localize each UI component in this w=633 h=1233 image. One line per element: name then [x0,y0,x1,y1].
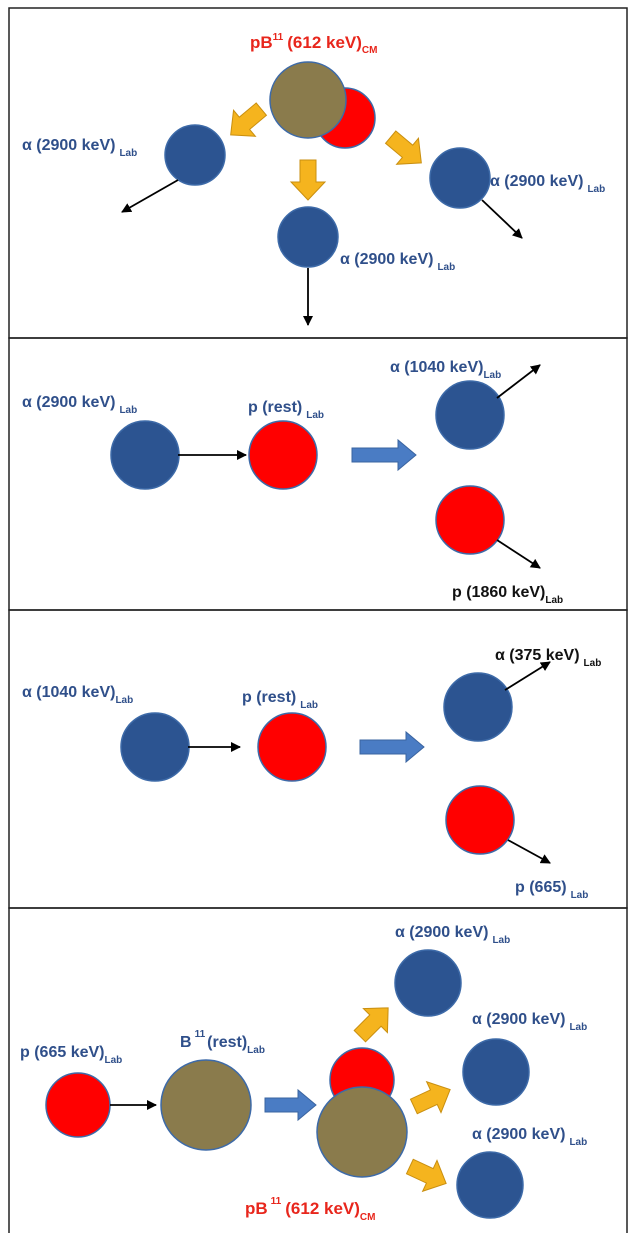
block-arrow [264,1088,317,1122]
label-text: α (2900 keV) [472,1126,565,1143]
label-sup: 11 [195,1029,206,1040]
label-sub: CM [362,45,378,56]
label: pB11(612 keV)CM [250,32,377,56]
label-text: α (375 keV) [495,647,580,664]
alpha [462,1038,530,1106]
yellow-arrow [406,1073,458,1123]
label-text: pB [250,33,273,52]
label: α (1040 keV)Lab [22,684,133,706]
panel [8,907,628,1233]
label-text: α (2900 keV) [472,1011,565,1028]
label-sub: Lab [306,410,324,421]
label: α (2900 keV) Lab [340,251,455,273]
label-text: α (2900 keV) [340,251,433,268]
label: α (2900 keV) Lab [472,1011,587,1033]
alpha [110,420,180,490]
label-sub: Lab [119,148,137,159]
alpha [394,949,462,1017]
block-arrow [359,730,425,764]
alpha [429,147,491,209]
label-sub: Lab [300,700,318,711]
label-sub: Lab [437,262,455,273]
label-text: p (rest) [242,689,296,706]
label-text: p (665) [515,879,567,896]
arrow [496,539,541,569]
boron-nucleus [160,1059,252,1151]
label-sup: 11 [271,1196,282,1207]
label: α (2900 keV) Lab [490,173,605,195]
alpha [443,672,513,742]
yellow-arrow [290,159,326,201]
label: α (375 keV) Lab [495,647,601,669]
label-text: p (665 keV) [20,1044,104,1061]
label: α (1040 keV)Lab [390,359,501,381]
label-text: B [180,1034,192,1051]
label-text: α (2900 keV) [490,173,583,190]
label-sub: Lab [545,595,563,606]
label: p (665) Lab [515,879,588,901]
label-text: (612 keV) [285,1199,360,1218]
alpha [164,124,226,186]
label-text: α (1040 keV) [22,684,115,701]
label-text: α (2900 keV) [22,394,115,411]
proton [445,785,515,855]
label-sub: Lab [587,184,605,195]
label-text: α (1040 keV) [390,359,483,376]
label: α (2900 keV) Lab [472,1126,587,1148]
label: p (rest) Lab [242,689,318,711]
label: p (rest) Lab [248,399,324,421]
proton [45,1072,111,1138]
alpha [435,380,505,450]
block-arrow [351,438,417,472]
arrow [507,839,551,864]
label-sub: Lab [119,405,137,416]
alpha [120,712,190,782]
panel [8,337,628,611]
label-text: (rest) [207,1034,247,1051]
arrow [504,661,551,691]
boron-nucleus [269,61,347,139]
label: p (665 keV)Lab [20,1044,122,1066]
label-text: α (2900 keV) [395,924,488,941]
boron-nucleus [316,1086,408,1178]
label-sub: Lab [492,935,510,946]
label-text: p (rest) [248,399,302,416]
label: p (1860 keV)Lab [452,584,563,606]
label: B 11 (rest)Lab [180,1029,265,1056]
label-sub: Lab [247,1045,265,1056]
yellow-arrow [379,123,433,177]
arrow [121,179,179,213]
label-text: α (2900 keV) [22,137,115,154]
yellow-arrow [402,1150,454,1200]
label-sub: Lab [115,695,133,706]
proton [248,420,318,490]
label-sub: CM [360,1212,376,1223]
label-text: pB [245,1199,268,1218]
proton [435,485,505,555]
label-sub: Lab [571,890,589,901]
label-text: p (1860 keV) [452,584,545,601]
label-text: (612 keV) [287,33,362,52]
alpha [277,206,339,268]
yellow-arrow [219,95,273,149]
arrow [481,199,523,239]
label: α (2900 keV) Lab [395,924,510,946]
arrow [496,364,541,399]
label: α (2900 keV) Lab [22,137,137,159]
label-sub: Lab [569,1137,587,1148]
label-sub: Lab [104,1055,122,1066]
proton [257,712,327,782]
label-sub: Lab [584,658,602,669]
label-sub: Lab [569,1022,587,1033]
label: α (2900 keV) Lab [22,394,137,416]
yellow-arrow [347,995,401,1049]
alpha [456,1151,524,1219]
label-sup: 11 [273,32,284,43]
label-sub: Lab [483,370,501,381]
